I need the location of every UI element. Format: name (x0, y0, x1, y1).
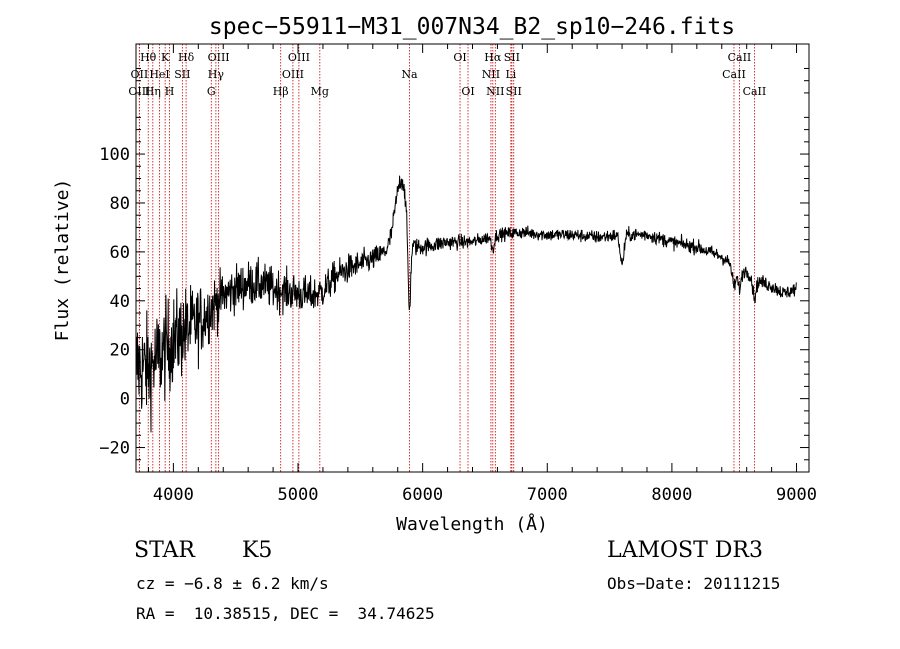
y-tick-label-1: 0 (120, 390, 130, 410)
spectral-line-label-11: G (207, 85, 216, 98)
spectral-line-label-18: OI (461, 85, 474, 98)
spectral-line-label-16: Na (401, 68, 418, 81)
x-tick-label-2: 6000 (402, 485, 443, 505)
plot-frame (135, 43, 810, 473)
spectral-line-label-15: Mg (311, 85, 329, 98)
spectral-line-label-24: SII (506, 85, 522, 98)
spectral-line-label-26: CaII (722, 68, 746, 81)
y-tick-label-0: −20 (99, 439, 130, 459)
spectral-line-label-27: CaII (743, 85, 767, 98)
y-axis-label: Flux (relative) (52, 179, 73, 342)
spectral-line-label-6: H (165, 85, 175, 98)
spectral-line-label-23: NII (486, 85, 504, 98)
spectral-line-label-0: Hθ (140, 51, 157, 64)
spectrum-chart: spec−55911−M31_007N34_B2_sp10−246.fits F… (52, 14, 817, 535)
spectral-line-label-17: OI (453, 51, 466, 64)
spectral-line-label-21: NII (482, 68, 500, 81)
axis-ticks (136, 44, 809, 472)
spectral-line-label-8: Hδ (178, 51, 195, 64)
spectral-line-label-22: Li (505, 68, 516, 81)
spectral-line-label-3: K (161, 51, 170, 64)
spectral-line-label-14: Hβ (273, 85, 289, 98)
spectral-line-label-25: CaII (728, 51, 752, 64)
y-tick-label-5: 80 (110, 194, 130, 214)
spectral-line-label-19: Hα (484, 51, 502, 64)
spectral-line-label-20: SII (504, 51, 520, 64)
object-class: STAR (134, 538, 195, 563)
y-tick-label-4: 60 (110, 243, 130, 263)
spectral-line-label-7: SII (174, 68, 190, 81)
x-tick-label-5: 9000 (776, 485, 817, 505)
spectral-line-label-2: OIII (128, 85, 150, 98)
y-tick-label-2: 20 (110, 341, 130, 361)
spectral-line-label-13: OIII (282, 68, 304, 81)
spectral-line-label-12: OIII (288, 51, 310, 64)
spectral-lines-layer (138, 44, 755, 472)
spectral-line-label-1: OII (131, 68, 149, 81)
spectral-line-labels: Hθ OII OIII K HeI Hη H SII Hδ OIII Hγ G OIII OIII Hβ Mg… (128, 51, 766, 98)
chart-title: spec−55911−M31_007N34_B2_sp10−246.fits (209, 14, 735, 40)
observation-date: Obs−Date: 20111215 (607, 574, 781, 593)
x-tick-label-3: 7000 (527, 485, 568, 505)
axis-tick-labels: 4000 5000 6000 7000 8000 9000 −20 0 20 40 60 80 100 (99, 145, 817, 505)
spectral-line-label-4: HeI (149, 68, 169, 81)
spectral-line-label-5: Hη (145, 85, 161, 98)
spectrum-line (135, 175, 797, 433)
coordinates: RA = 10.38515, DEC = 34.74625 (136, 604, 435, 623)
spectral-line-label-9: OIII (208, 51, 230, 64)
x-tick-label-4: 8000 (651, 485, 692, 505)
y-tick-label-6: 100 (99, 145, 130, 165)
x-tick-label-1: 5000 (278, 485, 319, 505)
x-axis-label: Wavelength (Å) (396, 513, 548, 535)
y-tick-label-3: 40 (110, 292, 130, 312)
spectral-line-label-10: Hγ (208, 68, 225, 81)
subclass: K5 (242, 538, 273, 563)
redshift-value: cz = −6.8 ± 6.2 km/s (136, 574, 329, 593)
survey-name: LAMOST DR3 (607, 538, 763, 563)
x-tick-label-0: 4000 (153, 485, 194, 505)
